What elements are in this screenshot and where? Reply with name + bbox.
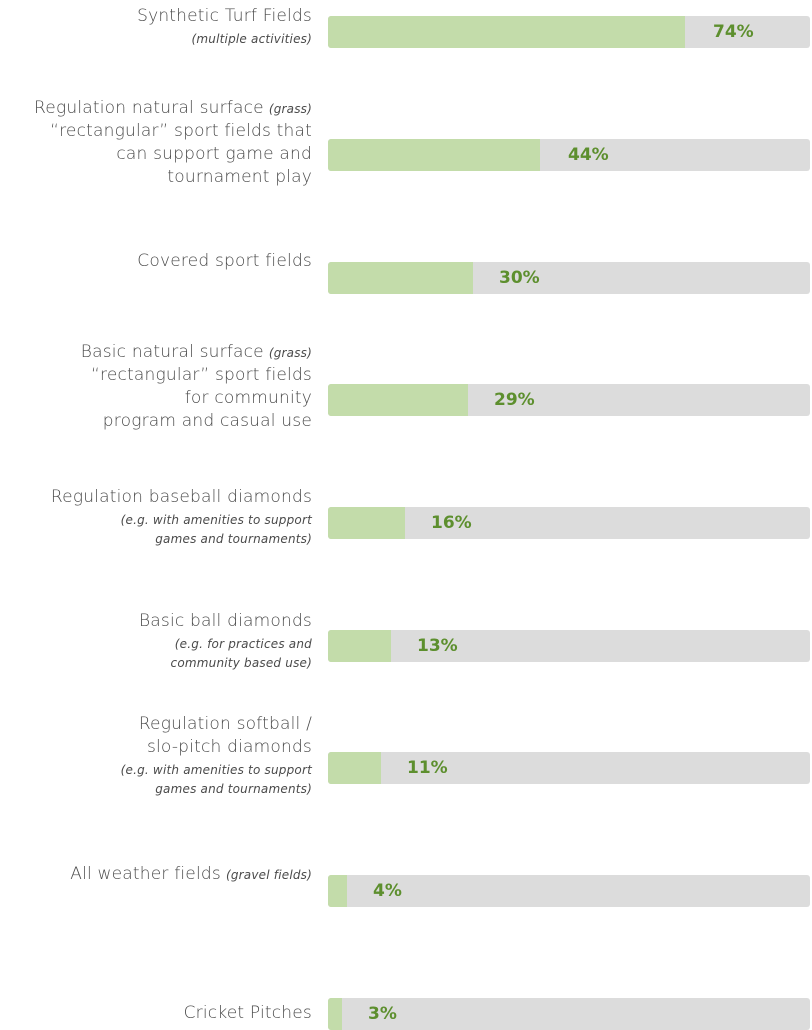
category-label: Basic ball diamonds (e.g. for practices a…: [139, 610, 312, 673]
bar-track: 16%: [328, 507, 810, 539]
category-label-continued: “rectangular” sport fields for community…: [91, 365, 312, 431]
bar-value-label: 13%: [417, 636, 458, 656]
bar-fill: [328, 998, 342, 1030]
bar-fill: [328, 384, 468, 416]
category-label-text: Regulation natural surface: [34, 98, 264, 118]
category-label-text: Covered sport fields: [137, 251, 312, 271]
bar-track: 3%: [328, 998, 810, 1030]
bar-fill: [328, 875, 347, 907]
category-label: Regulation softball / slo-pitch diamonds…: [121, 713, 312, 799]
category-note: (e.g. with amenities to support games an…: [120, 513, 312, 546]
bar-track: 4%: [328, 875, 810, 907]
category-note: (e.g. with amenities to support games an…: [120, 763, 312, 796]
category-label-text: Regulation softball / slo-pitch diamonds: [138, 714, 312, 757]
bar-track: 29%: [328, 384, 810, 416]
bar-fill: [328, 752, 381, 784]
category-label: Basic natural surface (grass) “rectangular…: [81, 341, 312, 433]
category-label-text: Regulation baseball diamonds: [50, 487, 312, 507]
bar-value-label: 44%: [568, 145, 609, 165]
bar-track: 30%: [328, 262, 810, 294]
bar-value-label: 3%: [368, 1004, 397, 1024]
bar-fill: [328, 16, 685, 48]
bar-track: 13%: [328, 630, 810, 662]
category-note: (multiple activities): [191, 32, 312, 46]
category-inline-note: (gravel fields): [225, 868, 312, 882]
category-note: (e.g. for practices and community based …: [170, 637, 312, 670]
category-label: Covered sport fields: [137, 250, 312, 273]
category-label: Regulation baseball diamonds (e.g. with a…: [51, 486, 312, 549]
bar-fill: [328, 507, 405, 539]
category-label-text: Basic natural surface: [80, 342, 264, 362]
category-label-continued: “rectangular” sport fields that can supp…: [50, 121, 312, 187]
category-label: Cricket Pitches: [184, 1002, 312, 1025]
bar-value-label: 29%: [494, 390, 535, 410]
bar-value-label: 74%: [713, 22, 754, 42]
bar-value-label: 4%: [373, 881, 402, 901]
category-label-text: All weather fields: [70, 864, 221, 884]
category-label-text: Basic ball diamonds: [138, 611, 312, 631]
category-label-text: Synthetic Turf Fields: [137, 6, 312, 26]
category-label-text: Cricket Pitches: [183, 1003, 312, 1023]
bar-fill: [328, 262, 473, 294]
category-inline-note: (grass): [268, 102, 312, 116]
bar-track: 74%: [328, 16, 810, 48]
category-label: All weather fields (gravel fields): [70, 863, 312, 886]
bar-fill: [328, 139, 540, 171]
category-inline-note: (grass): [268, 346, 312, 360]
bar-value-label: 16%: [431, 513, 472, 533]
bar-track: 44%: [328, 139, 810, 171]
bar-fill: [328, 630, 391, 662]
bar-track: 11%: [328, 752, 810, 784]
bar-value-label: 30%: [499, 268, 540, 288]
category-label: Synthetic Turf Fields (multiple activitie…: [137, 5, 312, 49]
bar-value-label: 11%: [407, 758, 448, 778]
category-label: Regulation natural surface (grass) “rectan…: [34, 97, 312, 189]
